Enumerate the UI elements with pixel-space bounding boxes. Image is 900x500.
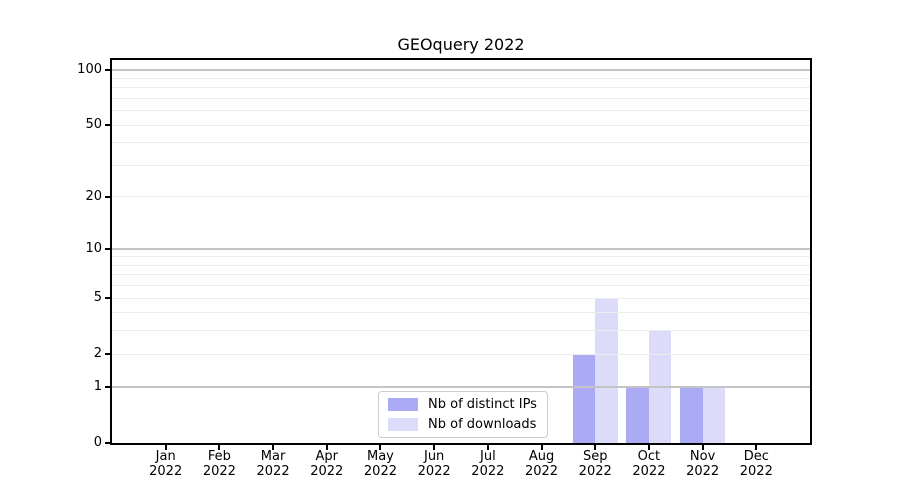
legend-entry-distinct-ips: Nb of distinct IPs — [388, 395, 547, 415]
major-gridline — [112, 69, 810, 71]
x-tick-label: Apr 2022 — [297, 449, 357, 479]
minor-gridline — [112, 196, 810, 198]
x-tick-mark — [164, 445, 167, 450]
y-tick-label: 50 — [85, 117, 102, 133]
y-tick-mark — [105, 442, 110, 444]
bar — [572, 354, 596, 443]
x-tick-year: 2022 — [739, 464, 773, 479]
x-tick-year: 2022 — [363, 464, 397, 479]
x-tick-label: Dec 2022 — [726, 449, 786, 479]
x-tick-label: May 2022 — [350, 449, 410, 479]
y-tick-label: 5 — [93, 290, 102, 306]
y-tick-label: 0 — [93, 435, 102, 450]
x-tick-mark — [647, 445, 650, 450]
x-tick-mark — [594, 445, 597, 450]
legend-swatch-distinct-ips — [388, 398, 418, 411]
x-tick-label: Jul 2022 — [458, 449, 518, 479]
minor-gridline — [112, 142, 810, 144]
x-tick-year: 2022 — [202, 464, 236, 479]
x-tick-month: Oct — [637, 449, 661, 464]
x-tick-month: Jul — [480, 449, 496, 464]
y-tick-mark — [105, 68, 110, 71]
x-tick-label: Jan 2022 — [136, 449, 196, 479]
minor-gridline — [112, 285, 810, 287]
x-tick-month: Aug — [528, 449, 555, 464]
x-tick-mark — [540, 445, 543, 450]
x-tick-label: Aug 2022 — [512, 449, 572, 479]
bar — [595, 298, 618, 443]
minor-gridline — [112, 264, 810, 266]
legend-entry-downloads: Nb of downloads — [388, 415, 547, 435]
y-tick-mark — [105, 124, 110, 127]
x-tick-month: Dec — [743, 449, 769, 464]
x-tick-label: Sep 2022 — [565, 449, 625, 479]
minor-gridline — [112, 353, 810, 355]
x-tick-year: 2022 — [632, 464, 666, 479]
x-tick-month: Apr — [315, 449, 339, 464]
legend-label-distinct-ips: Nb of distinct IPs — [428, 396, 537, 412]
x-tick-mark — [433, 445, 436, 450]
x-tick-label: Oct 2022 — [619, 449, 679, 479]
y-tick-mark — [105, 297, 110, 300]
x-tick-month: Feb — [207, 449, 231, 464]
x-tick-year: 2022 — [149, 464, 183, 479]
x-tick-year: 2022 — [310, 464, 344, 479]
x-tick-label: Mar 2022 — [243, 449, 303, 479]
legend-label-downloads: Nb of downloads — [428, 416, 537, 432]
x-tick-label: Jun 2022 — [404, 449, 464, 479]
y-tick-mark — [105, 353, 110, 356]
x-tick-month: Mar — [260, 449, 286, 464]
minor-gridline — [112, 330, 810, 332]
minor-gridline — [112, 256, 810, 258]
x-tick-month: Sep — [582, 449, 608, 464]
x-tick-label: Nov 2022 — [673, 449, 733, 479]
y-tick-mark — [105, 195, 110, 198]
y-tick-mark — [105, 248, 110, 251]
plot-area — [110, 58, 812, 445]
minor-gridline — [112, 274, 810, 276]
bar — [680, 386, 703, 443]
x-tick-year: 2022 — [256, 464, 290, 479]
x-tick-mark — [755, 445, 758, 450]
y-tick-label: 20 — [85, 188, 102, 204]
x-tick-mark — [486, 445, 489, 450]
x-tick-month: Nov — [689, 449, 716, 464]
x-tick-month: Jun — [423, 449, 445, 464]
chart-title: GEOquery 2022 — [397, 35, 525, 54]
x-tick-month: Jan — [155, 449, 176, 464]
y-tick-label: 1 — [93, 378, 102, 394]
minor-gridline — [112, 164, 810, 166]
y-tick-label: 2 — [93, 346, 102, 362]
minor-gridline — [112, 124, 810, 126]
y-tick-mark — [105, 385, 110, 388]
major-gridline — [112, 386, 810, 388]
x-tick-year: 2022 — [417, 464, 451, 479]
x-tick-label: Feb 2022 — [189, 449, 249, 479]
y-tick-label: 100 — [77, 61, 102, 77]
x-tick-mark — [325, 445, 328, 450]
major-gridline — [112, 248, 810, 250]
y-tick-label: 10 — [85, 241, 102, 257]
bar — [702, 386, 726, 443]
x-tick-year: 2022 — [578, 464, 612, 479]
minor-gridline — [112, 87, 810, 89]
bar — [626, 386, 649, 443]
legend: Nb of distinct IPs Nb of downloads — [378, 391, 548, 438]
minor-gridline — [112, 97, 810, 99]
x-tick-month: May — [367, 449, 394, 464]
x-tick-year: 2022 — [686, 464, 720, 479]
x-tick-mark — [379, 445, 382, 450]
minor-gridline — [112, 312, 810, 314]
minor-gridline — [112, 77, 810, 79]
minor-gridline — [112, 110, 810, 112]
x-tick-year: 2022 — [524, 464, 559, 479]
x-tick-year: 2022 — [471, 464, 505, 479]
minor-gridline — [112, 297, 810, 299]
x-tick-mark — [701, 445, 704, 450]
x-tick-mark — [272, 445, 275, 450]
legend-swatch-downloads — [388, 418, 418, 431]
x-tick-mark — [218, 445, 221, 450]
